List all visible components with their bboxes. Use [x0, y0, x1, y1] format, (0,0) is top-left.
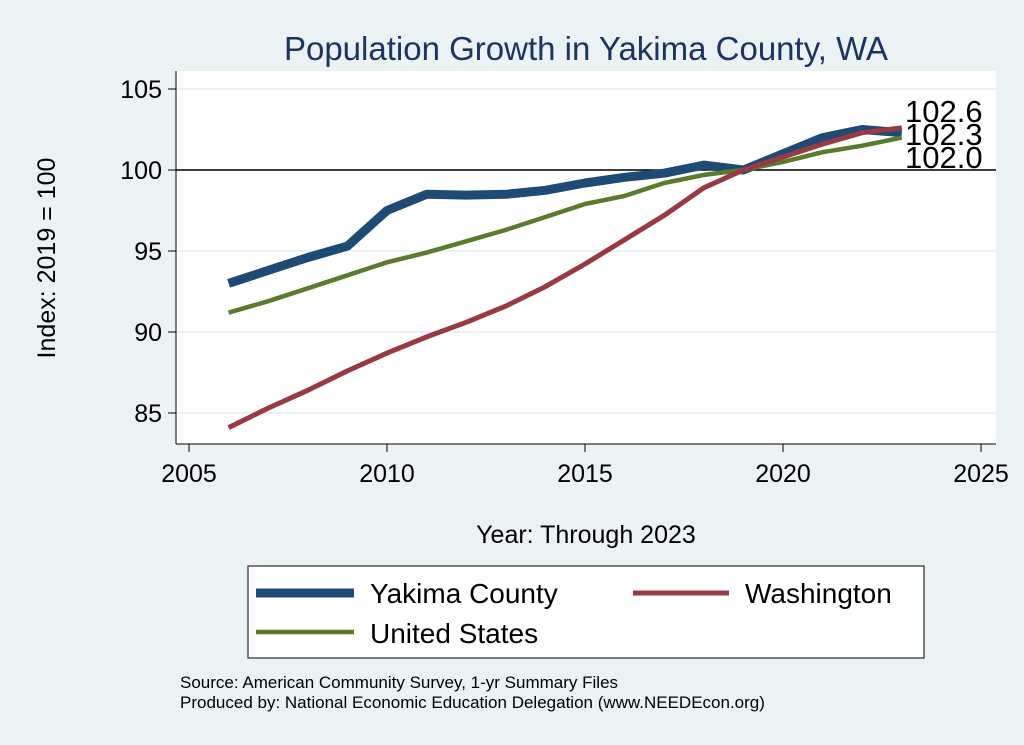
- x-tick-label: 2025: [953, 460, 1009, 488]
- producer-note: Produced by: National Economic Education…: [180, 693, 765, 712]
- end-value-label: 102.6: [905, 94, 983, 129]
- y-axis-label: Index: 2019 = 100: [33, 158, 61, 359]
- series-line-united-states: [227, 135, 903, 315]
- x-tick-label: 2010: [359, 460, 415, 488]
- y-tick-label: 100: [120, 157, 162, 185]
- source-note: Source: American Community Survey, 1-yr …: [180, 673, 618, 692]
- series-line-yakima-county: [227, 125, 903, 288]
- legend-label: United States: [370, 618, 538, 649]
- x-tick-label: 2005: [161, 460, 217, 488]
- y-tick-label: 90: [134, 319, 162, 347]
- legend-label: Yakima County: [370, 578, 558, 609]
- x-tick-label: 2015: [557, 460, 613, 488]
- series-line-washington: [227, 125, 903, 430]
- y-tick-label: 85: [134, 400, 162, 428]
- end-value-label: 102.3: [905, 117, 983, 152]
- legend-box: [247, 565, 925, 659]
- series-lines: [227, 125, 903, 430]
- x-tick-label: 2020: [755, 460, 811, 488]
- y-axis-ticks: 85 90 95 100 105: [120, 76, 176, 428]
- legend: Yakima County Washington United States: [256, 578, 892, 649]
- x-axis-ticks: 2005 2010 2015 2020 2025: [161, 444, 1009, 488]
- chart-title: Population Growth in Yakima County, WA: [284, 30, 888, 67]
- x-axis-label: Year: Through 2023: [476, 521, 696, 549]
- y-tick-label: 105: [120, 76, 162, 104]
- legend-label: Washington: [745, 578, 892, 609]
- y-tick-label: 95: [134, 238, 162, 266]
- end-value-label: 102.0: [905, 140, 983, 175]
